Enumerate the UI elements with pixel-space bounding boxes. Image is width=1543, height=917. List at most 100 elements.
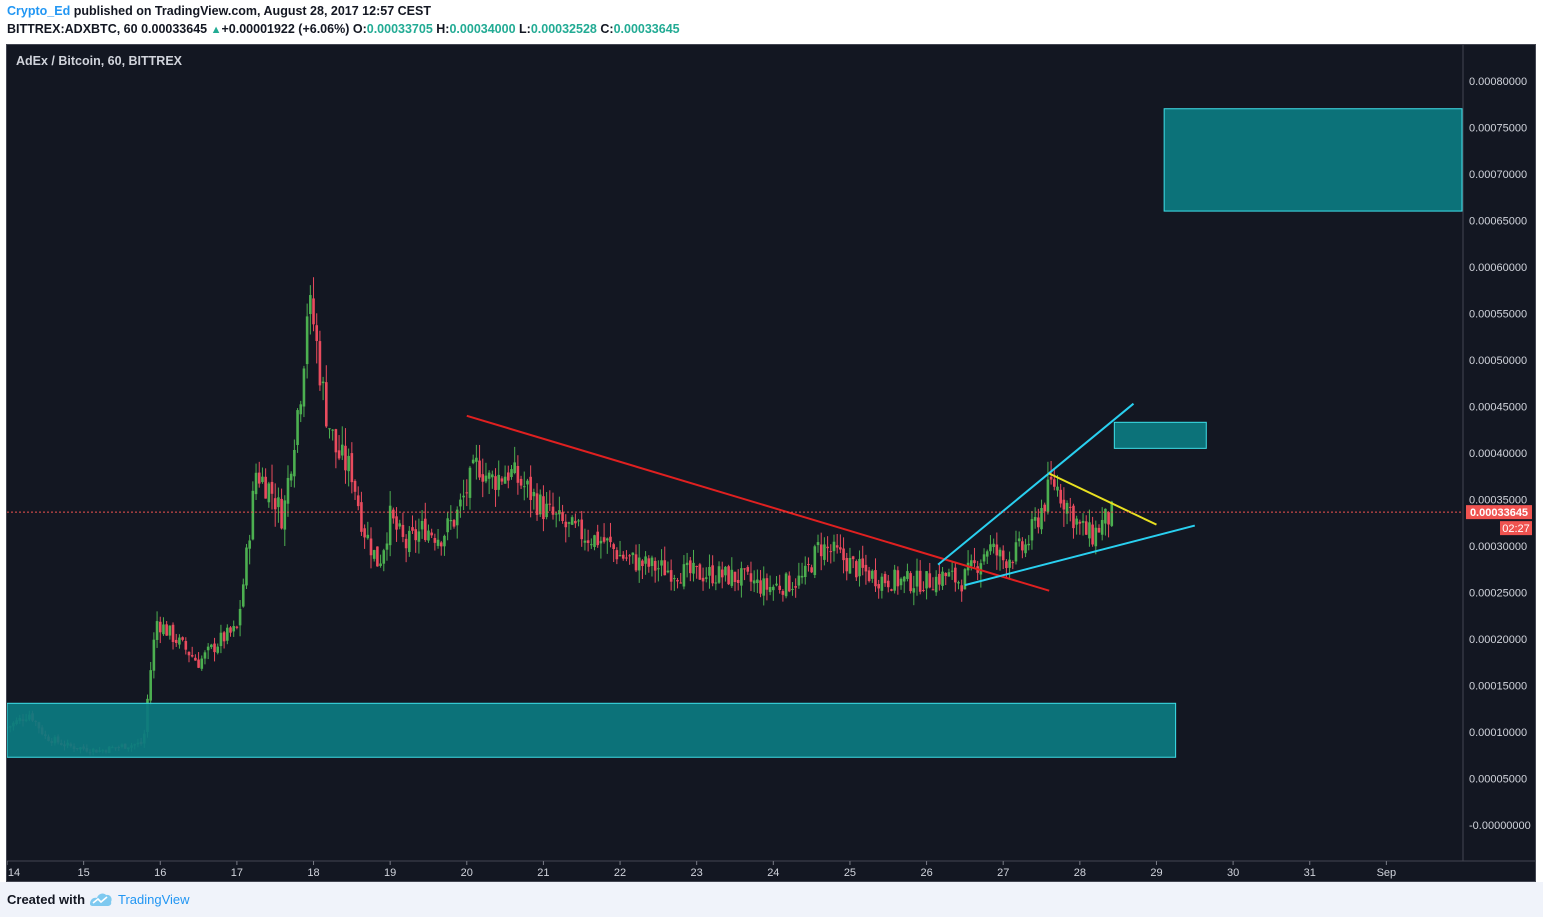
candles-layer — [5, 277, 1114, 756]
change-value: +0.00001922 (+6.06%) — [221, 22, 350, 36]
candle-body — [954, 567, 957, 583]
candle-body — [647, 558, 651, 567]
candle-body — [1097, 527, 1101, 533]
candle-body — [673, 578, 676, 580]
candle-body — [823, 544, 826, 560]
candle-body — [969, 560, 973, 567]
candle-body — [692, 562, 695, 574]
candle-body — [867, 570, 871, 581]
candle-body — [216, 646, 220, 653]
candle-body — [650, 557, 654, 567]
author-link[interactable]: Crypto_Ed — [7, 4, 71, 18]
y-tick-label: 0.00050000 — [1469, 355, 1527, 367]
candle-body — [797, 575, 801, 586]
candle-body — [995, 544, 999, 556]
countdown-value: 02:27 — [1502, 523, 1530, 535]
candle-body — [870, 570, 874, 579]
candle-body — [596, 531, 600, 546]
price-chart[interactable]: 0.00080000 0.00075000 0.00070000 0.00065000… — [5, 45, 1535, 881]
candle-body — [315, 325, 319, 342]
candle-body — [229, 627, 232, 633]
candle-body — [746, 567, 750, 572]
candle-body — [516, 465, 520, 483]
candle-body — [918, 570, 922, 592]
candle-body — [1049, 476, 1053, 480]
candle-body — [1027, 543, 1031, 546]
candle-body — [273, 498, 277, 510]
candle-body — [1046, 479, 1050, 512]
candle-body — [309, 295, 312, 315]
candle-body — [960, 585, 964, 592]
candle-body — [149, 670, 152, 701]
candle-body — [992, 543, 995, 548]
candle-body — [631, 552, 635, 556]
candle-body — [254, 472, 258, 495]
candle-body — [973, 560, 976, 564]
candle-body — [190, 655, 194, 657]
candle-body — [158, 621, 162, 633]
candle-body — [168, 625, 172, 636]
candle-body — [1033, 516, 1037, 521]
candle-body — [452, 520, 456, 527]
candle-body — [791, 588, 794, 590]
x-tick-label: 24 — [767, 867, 779, 879]
candle-body — [526, 480, 529, 485]
candle-body — [586, 540, 590, 543]
trend-line-cyan — [964, 524, 1196, 587]
candle-body — [1088, 522, 1091, 539]
candle-body — [194, 657, 197, 661]
candle-body — [676, 580, 679, 582]
candle-body — [532, 491, 536, 497]
candle-body — [203, 652, 207, 659]
candle-body — [727, 566, 730, 585]
tradingview-link[interactable]: TradingView — [118, 892, 190, 907]
candle-body — [1017, 538, 1021, 542]
candle-body — [500, 478, 504, 482]
candle-body — [1008, 559, 1011, 568]
candle-body — [915, 570, 919, 587]
y-tick-label: 0.00030000 — [1469, 541, 1527, 553]
candle-body — [570, 517, 574, 525]
candle-body — [593, 535, 596, 547]
candle-body — [1024, 544, 1027, 554]
created-with-text: Created with — [7, 892, 86, 907]
candle-body — [759, 580, 762, 594]
candle-body — [548, 503, 552, 505]
candle-body — [886, 580, 890, 588]
candle-body — [347, 455, 350, 472]
candle-body — [318, 341, 322, 386]
candle-body — [503, 476, 507, 484]
candle-body — [385, 543, 389, 550]
chart-container[interactable]: 0.00080000 0.00075000 0.00070000 0.00065000… — [5, 44, 1536, 882]
y-tick-label: 0.00055000 — [1469, 308, 1527, 320]
trendlines-layer — [466, 402, 1196, 592]
low-value: 0.00032528 — [530, 22, 597, 36]
candle-body — [363, 528, 366, 538]
candle-body — [283, 500, 287, 530]
x-tick-label: 16 — [154, 867, 166, 879]
candle-body — [1052, 479, 1056, 487]
candle-body — [989, 544, 992, 552]
candle-body — [861, 558, 865, 568]
candle-body — [637, 557, 641, 571]
candle-body — [756, 579, 759, 583]
candle-body — [267, 483, 271, 503]
candle-body — [251, 490, 255, 540]
y-tick-label: 0.00065000 — [1469, 215, 1527, 227]
candle-body — [720, 569, 724, 578]
candle-body — [1100, 519, 1104, 535]
y-tick-label: 0.00060000 — [1469, 262, 1527, 274]
y-tick-label: 0.00080000 — [1469, 76, 1527, 88]
candle-body — [583, 540, 587, 543]
candle-body — [883, 573, 887, 584]
candle-body — [985, 551, 989, 557]
candle-body — [401, 524, 405, 537]
publish-line: Crypto_Ed published on TradingView.com, … — [7, 4, 431, 18]
candle-body — [864, 564, 868, 572]
candle-body — [184, 641, 188, 650]
x-tick-label: 28 — [1074, 867, 1086, 879]
candle-body — [618, 555, 622, 557]
x-tick-label: 18 — [307, 867, 319, 879]
candle-body — [701, 577, 705, 582]
y-tick-label: 0.00045000 — [1469, 401, 1527, 413]
